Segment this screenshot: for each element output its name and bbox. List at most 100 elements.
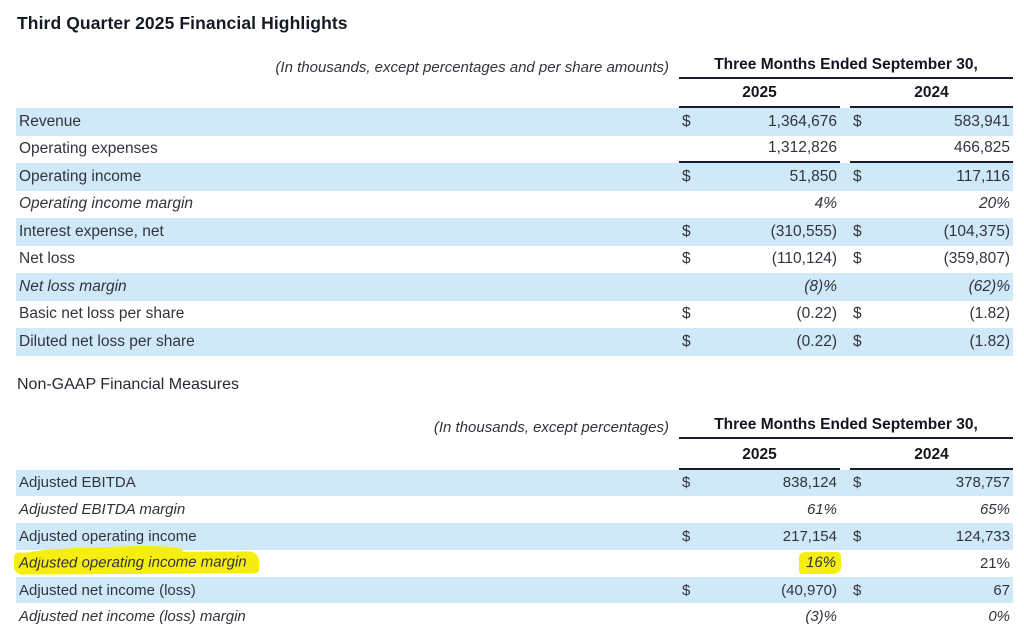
cell-2025: $ (310,555) [679,218,840,246]
table-row: Net loss $ (110,124) $ (359,807) [16,246,1013,274]
value-2025: (0.22) [796,332,838,350]
cell-2025: $838,124 [679,470,840,497]
row-label: Adjusted EBITDA [19,474,136,492]
row-label: Adjusted net income (loss) margin [19,608,246,626]
cell-2025: (8)% [679,273,840,301]
value-2024: (1.82) [969,305,1011,323]
currency-symbol: $ [853,581,862,599]
cell-2024: $124,733 [850,523,1013,550]
period-header: Three Months Ended September 30, [679,56,1013,79]
value-2024: 583,941 [953,112,1010,130]
table-row: Net loss margin (8)% (62)% [16,273,1013,301]
value-2024: 65% [979,501,1010,519]
currency-symbol: $ [682,167,691,185]
cell-2025: $ (0.22) [679,328,840,356]
value-2024: 117,116 [956,167,1010,185]
table-row-highlighted: Adjusted operating income margin 16% 21% [13,550,1013,577]
value-2025: (3)% [805,608,837,626]
cell-2024: $ (359,807) [850,246,1013,274]
page-title: Third Quarter 2025 Financial Highlights [17,13,348,33]
value-2024: 0% [988,608,1010,626]
currency-symbol: $ [853,167,862,185]
value-2025: 1,312,826 [768,139,837,157]
value-2025: 4% [814,195,837,213]
table-row: Adjusted net income (loss) $ (40,970) $67 [16,576,1013,604]
value-2024: 21% [979,554,1010,572]
table-row: Basic net loss per share $ (0.22) $ (1.82) [16,301,1013,329]
cell-2024: $ (1.82) [850,328,1013,356]
value-2024: (104,375) [943,222,1010,240]
year-column-header-2025: 2025 [679,446,840,470]
currency-symbol: $ [682,250,691,268]
value-2024: 67 [993,581,1010,599]
table-row: Adjusted operating income $217,154 $124,… [16,523,1013,550]
table-header: (In thousands, except percentages) Three… [16,416,1013,439]
row-label: Operating income [19,167,142,185]
table-row: Adjusted net income (loss) margin (3)% 0… [16,603,1013,630]
row-label: Diluted net loss per share [19,332,195,350]
currency-symbol: $ [682,222,691,240]
currency-symbol: $ [853,527,862,545]
value-2025: (310,555) [770,222,837,240]
cell-2024: (62)% [850,273,1013,301]
value-2024: 378,757 [955,474,1010,492]
currency-symbol: $ [853,305,862,323]
cell-2024: $67 [850,577,1013,604]
value-2025: 1,364,676 [768,112,837,130]
cell-2025: 16% [679,550,842,577]
cell-2024: 21% [850,550,1013,577]
non-gaap-table: (In thousands, except percentages) Three… [13,416,1013,631]
table-row: Diluted net loss per share $ (0.22) $ (1.8… [16,328,1013,356]
currency-symbol: $ [853,222,862,240]
table-row: Interest expense, net $ (310,555) $ (104,3… [16,218,1013,246]
value-2024: 20% [978,195,1010,213]
value-2024: 466,825 [953,139,1010,157]
cell-2024: $ (1.82) [850,301,1013,329]
value-2024: (1.82) [969,332,1011,350]
currency-symbol: $ [853,250,862,268]
cell-2025: $ (110,124) [679,246,840,274]
row-label: Revenue [19,112,82,130]
row-label: Basic net loss per share [19,305,185,323]
cell-2025: $1,364,676 [679,108,840,136]
row-label: Net loss margin [19,277,127,295]
table-header: (In thousands, except percentages and pe… [16,56,1013,79]
currency-symbol: $ [682,112,691,130]
row-label: Adjusted operating income [19,527,197,545]
cell-2025: 61% [679,496,840,523]
value-2025-highlighted: 16% [798,552,842,575]
cell-2024: 466,825 [850,136,1013,163]
highlight-marker: Adjusted operating income margin [13,551,259,575]
row-label: Adjusted net income (loss) [19,581,196,599]
row-label: Net loss [19,250,75,268]
value-2025: (0.22) [796,305,838,323]
cell-2024: $583,941 [850,108,1013,136]
value-2025: 61% [806,501,837,519]
value-2025: 217,154 [782,527,837,545]
currency-symbol: $ [853,112,862,130]
currency-symbol: $ [682,474,691,492]
value-2024: 124,733 [955,527,1010,545]
cell-2025: $51,850 [679,163,840,191]
year-header-row: 2025 2024 [16,439,1013,470]
cell-2024: 20% [850,191,1013,219]
year-column-header-2025: 2025 [679,84,840,108]
cell-2024: $378,757 [850,470,1013,497]
row-label: Adjusted operating income margin [13,551,669,575]
cell-2024: $ (104,375) [850,218,1013,246]
cell-2024: 0% [850,603,1013,630]
cell-2025: 1,312,826 [679,136,840,163]
cell-2024: $117,116 [850,163,1013,191]
financial-highlights-table: (In thousands, except percentages and pe… [16,56,1013,356]
cell-2025: $ (40,970) [679,577,840,604]
currency-symbol: $ [682,332,691,350]
cell-2024: 65% [850,496,1013,523]
table-row: Adjusted EBITDA $838,124 $378,757 [16,469,1013,497]
table-note: (In thousands, except percentages) [433,418,669,436]
currency-symbol: $ [853,332,862,350]
table-row: Adjusted EBITDA margin 61% 65% [16,496,1013,523]
value-2024: (62)% [968,277,1010,295]
currency-symbol: $ [853,474,862,492]
value-2025: (40,970) [781,581,837,599]
